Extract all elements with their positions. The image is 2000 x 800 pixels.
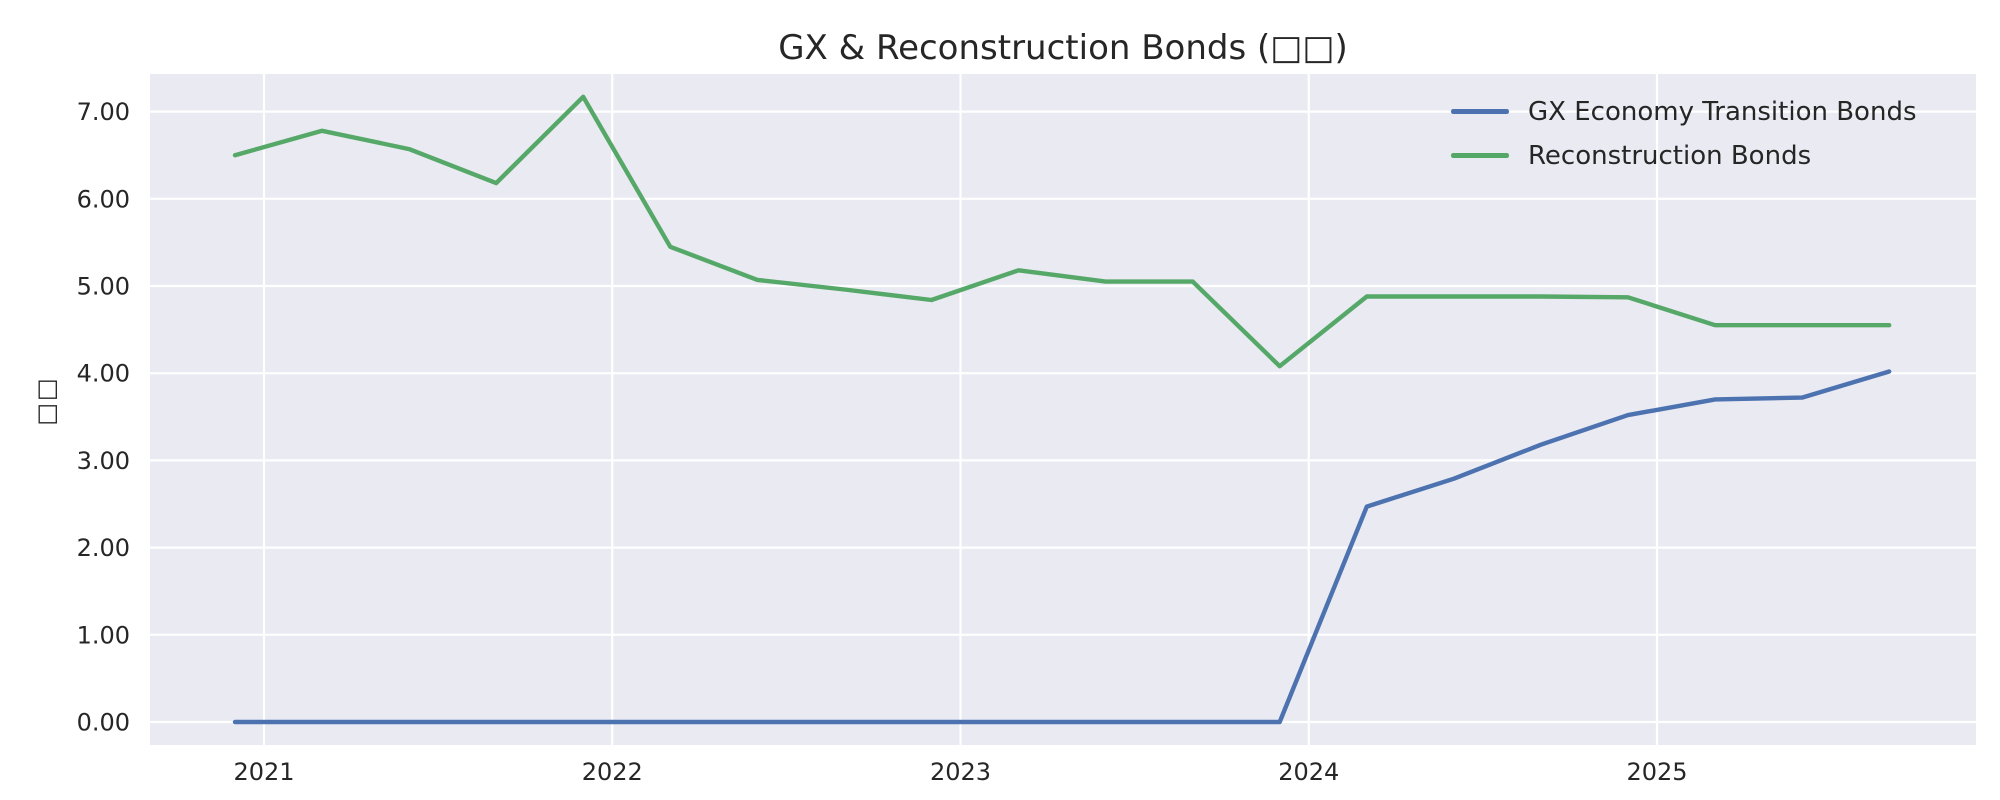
- legend: GX Economy Transition Bonds Reconstructi…: [1451, 96, 1917, 171]
- y-axis-label: □□: [32, 376, 60, 426]
- y-tick-label: 2.00: [77, 534, 130, 562]
- x-tick-label: 2021: [233, 758, 294, 786]
- x-tick-label: 2022: [582, 758, 643, 786]
- y-tick-label: 7.00: [77, 98, 130, 126]
- legend-swatch-gx-bonds: [1451, 109, 1509, 114]
- y-tick-label: 4.00: [77, 360, 130, 388]
- y-tick-label: 6.00: [77, 185, 130, 213]
- series-line-reconstruction-bonds: [232, 94, 1892, 369]
- series-line-gx-economy-transition-bonds: [232, 369, 1892, 725]
- x-tick-label: 2025: [1626, 758, 1687, 786]
- x-tick-label: 2023: [930, 758, 991, 786]
- chart-title: GX & Reconstruction Bonds (□□): [778, 28, 1348, 68]
- y-tick-label: 0.00: [77, 709, 130, 737]
- y-tick-label: 5.00: [77, 273, 130, 301]
- plot-area: [150, 74, 1976, 745]
- legend-item-gx-bonds: GX Economy Transition Bonds: [1451, 96, 1917, 127]
- y-tick-label: 3.00: [77, 447, 130, 475]
- y-tick-label: 1.00: [77, 621, 130, 649]
- legend-item-reconstruction-bonds: Reconstruction Bonds: [1451, 140, 1917, 171]
- x-tick-label: 2024: [1278, 758, 1339, 786]
- legend-label-reconstruction-bonds: Reconstruction Bonds: [1528, 140, 1812, 171]
- legend-swatch-reconstruction-bonds: [1451, 153, 1509, 158]
- legend-label-gx-bonds: GX Economy Transition Bonds: [1528, 96, 1917, 127]
